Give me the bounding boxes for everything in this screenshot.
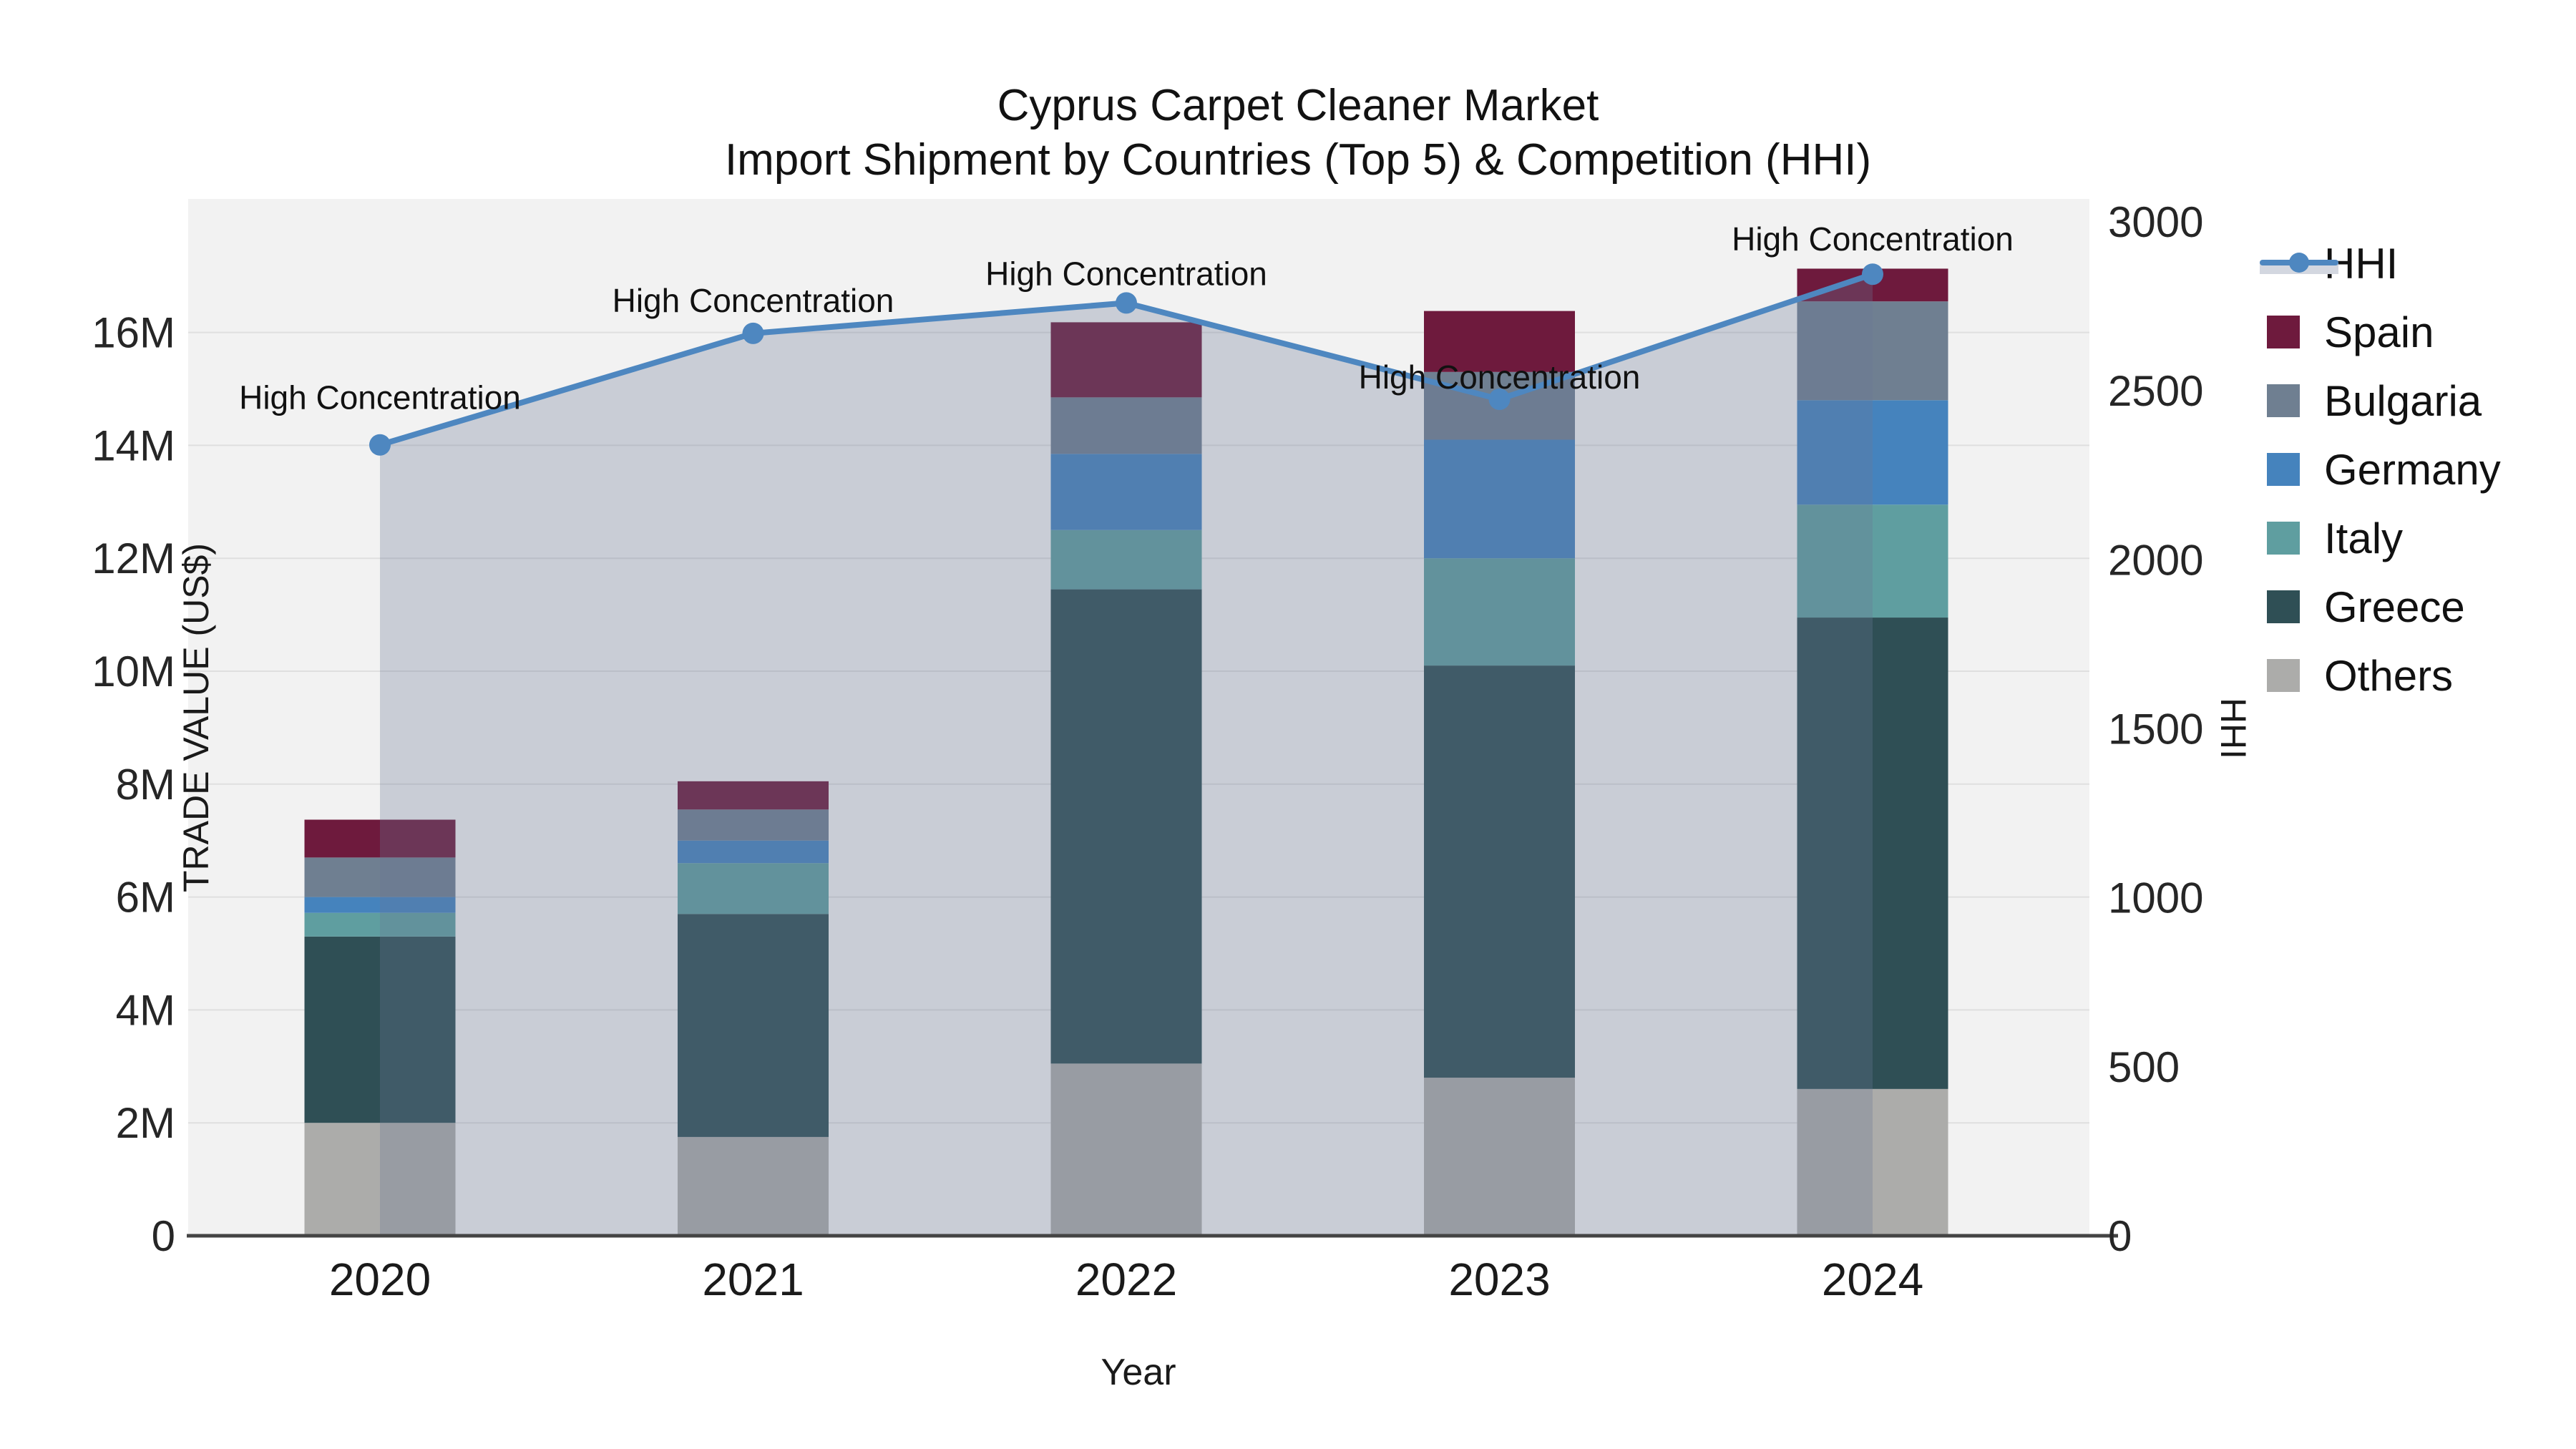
chart-title-line1: Cyprus Carpet Cleaner Market	[997, 81, 1599, 130]
hhi-marker-2021	[742, 322, 764, 344]
legend-label: Greece	[2324, 582, 2465, 631]
legend: HHI Spain Bulgaria Germany Italy Greece …	[2260, 229, 2501, 710]
bar-segment-2023-italy	[1424, 558, 1575, 666]
annotation-high-concentration-2024: High Concentration	[1732, 220, 2014, 258]
legend-item-germany[interactable]: Germany	[2267, 435, 2501, 504]
bar-segment-2022-bulgaria	[1050, 397, 1202, 454]
bar-segment-2021-greece	[678, 914, 829, 1137]
y-right-tick-1500: 1500	[2108, 706, 2203, 753]
y-left-tick-2M: 2M	[116, 1099, 175, 1147]
legend-item-bulgaria[interactable]: Bulgaria	[2267, 366, 2501, 435]
italy-swatch-icon	[2267, 522, 2300, 555]
x-axis-title: Year	[1101, 1352, 1176, 1393]
annotation-high-concentration-2020: High Concentration	[239, 379, 521, 416]
hhi-marker-2024	[1862, 263, 1883, 286]
bar-segment-2024-bulgaria	[1797, 301, 1948, 401]
bar-segment-2021-spain	[678, 781, 829, 810]
chart-title-line2: Import Shipment by Countries (Top 5) & C…	[724, 135, 1872, 185]
hhi-marker-2020	[369, 434, 391, 456]
germany-swatch-icon	[2267, 453, 2300, 486]
y-right-tick-2500: 2500	[2108, 367, 2203, 415]
x-tick-2024: 2024	[1822, 1254, 1923, 1305]
legend-item-italy[interactable]: Italy	[2267, 504, 2501, 572]
y-left-tick-12M: 12M	[92, 535, 175, 582]
y-right-tick-0: 0	[2108, 1212, 2132, 1260]
y-left-tick-6M: 6M	[116, 874, 175, 922]
bar-segment-2020-greece	[304, 936, 456, 1123]
x-tick-2022: 2022	[1075, 1254, 1177, 1305]
bar-segment-2024-germany	[1797, 400, 1948, 505]
x-tick-2021: 2021	[702, 1254, 804, 1305]
bar-segment-2020-bulgaria	[304, 857, 456, 897]
legend-item-others[interactable]: Others	[2267, 641, 2501, 710]
x-tick-2023: 2023	[1448, 1254, 1550, 1305]
bar-segment-2020-germany	[304, 897, 456, 913]
y-left-tick-10M: 10M	[92, 648, 175, 696]
hhi-area-fill	[380, 274, 1873, 1236]
bar-segment-2022-spain	[1050, 322, 1202, 398]
bar-segment-2022-others	[1050, 1063, 1202, 1236]
legend-label: Others	[2324, 651, 2454, 700]
hhi-marker-2022	[1116, 292, 1137, 314]
bar-segment-2023-germany	[1424, 439, 1575, 559]
bulgaria-swatch-icon	[2267, 384, 2300, 417]
bar-segment-2020-spain	[304, 819, 456, 858]
legend-item-greece[interactable]: Greece	[2267, 572, 2501, 641]
y-axis-right-title: HHI	[2213, 697, 2254, 760]
y-right-tick-3000: 3000	[2108, 198, 2203, 246]
spain-swatch-icon	[2267, 316, 2300, 348]
y-left-tick-0: 0	[152, 1212, 175, 1260]
y-right-tick-2000: 2000	[2108, 536, 2203, 584]
annotation-high-concentration-2021: High Concentration	[613, 282, 894, 319]
y-left-tick-14M: 14M	[92, 421, 175, 469]
x-tick-2020: 2020	[329, 1254, 431, 1305]
y-right-tick-500: 500	[2108, 1043, 2180, 1091]
bar-segment-2023-spain	[1424, 311, 1575, 372]
annotation-high-concentration-2022: High Concentration	[985, 255, 1267, 292]
bar-segment-2021-bulgaria	[678, 809, 829, 841]
bar-segment-2023-others	[1424, 1078, 1575, 1236]
bar-segment-2024-others	[1797, 1088, 1948, 1236]
bar-segment-2022-germany	[1050, 454, 1202, 530]
legend-item-spain[interactable]: Spain	[2267, 298, 2501, 366]
bar-segment-2021-germany	[678, 840, 829, 864]
bar-segment-2021-others	[678, 1136, 829, 1236]
bar-segment-2022-italy	[1050, 530, 1202, 590]
bar-segment-2021-italy	[678, 863, 829, 914]
bar-segment-2024-italy	[1797, 504, 1948, 618]
legend-label: Spain	[2324, 308, 2434, 356]
bar-segment-2022-greece	[1050, 589, 1202, 1064]
hhi-marker-2023	[1488, 388, 1511, 410]
bar-segment-2020-italy	[304, 912, 456, 937]
bar-segment-2024-greece	[1797, 618, 1948, 1089]
bar-segment-2023-greece	[1424, 665, 1575, 1078]
others-swatch-icon	[2267, 659, 2300, 692]
legend-label: Germany	[2324, 445, 2501, 494]
annotation-high-concentration-2023: High Concentration	[1359, 358, 1641, 396]
legend-label: Italy	[2324, 514, 2404, 562]
greece-swatch-icon	[2267, 590, 2300, 623]
y-left-tick-8M: 8M	[116, 761, 175, 809]
y-right-tick-1000: 1000	[2108, 874, 2203, 922]
y-left-tick-16M: 16M	[92, 309, 175, 357]
y-axis-left-title: TRADE VALUE (US$)	[176, 542, 217, 893]
bar-segment-2020-others	[304, 1123, 456, 1236]
legend-item-hhi[interactable]: HHI	[2260, 229, 2501, 298]
hhi-line-swatch-icon	[2260, 253, 2338, 274]
y-left-tick-4M: 4M	[116, 986, 175, 1034]
legend-label: Bulgaria	[2324, 376, 2482, 425]
